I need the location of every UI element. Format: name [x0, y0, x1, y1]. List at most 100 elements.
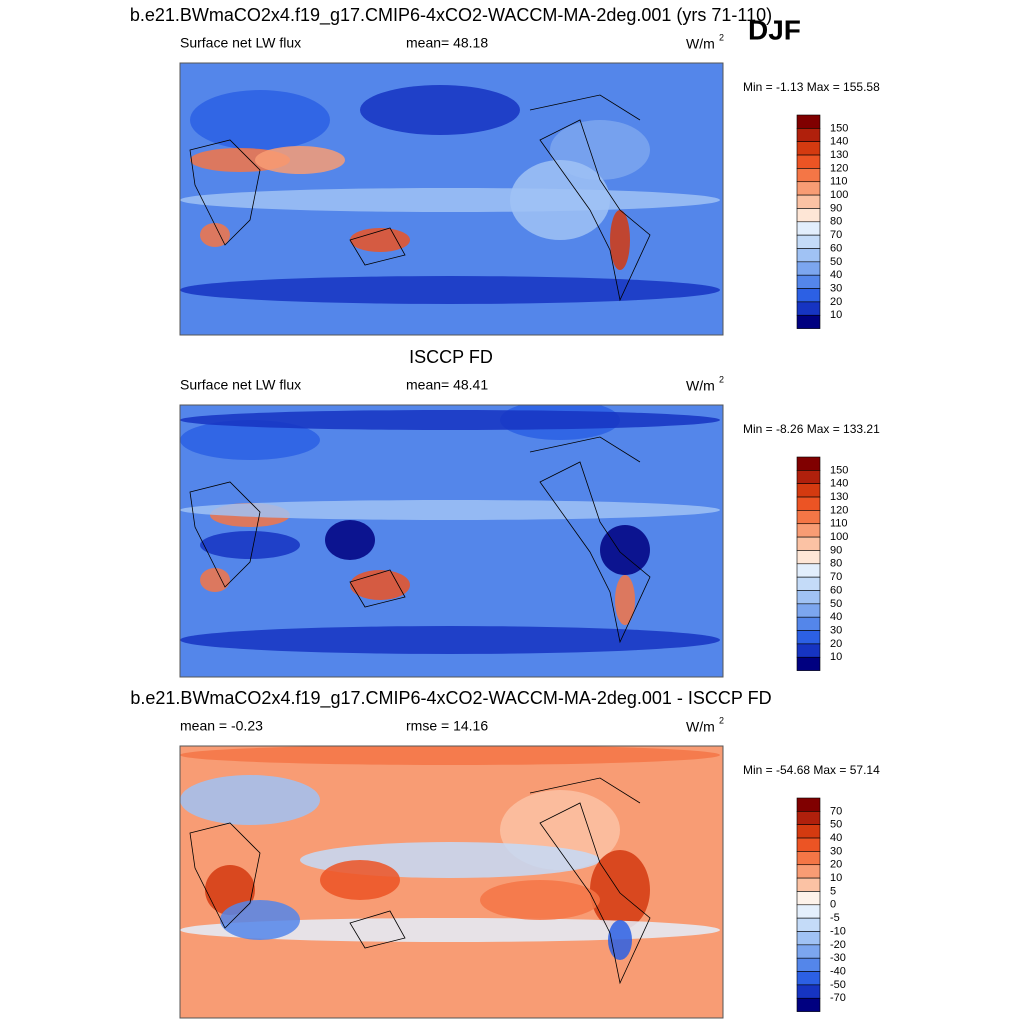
colorbar-box	[796, 496, 821, 511]
colorbar-box	[796, 837, 821, 852]
colorbar-label: 70	[830, 571, 842, 583]
coastline	[189, 94, 651, 302]
colorbar-label: 20	[830, 859, 842, 871]
field-blob	[610, 210, 630, 270]
colorbar-label: 40	[830, 832, 842, 844]
colorbar-label: -20	[830, 939, 846, 951]
colorbar-box	[796, 997, 821, 1012]
colorbar-label: 20	[830, 296, 842, 308]
colorbar-label: -50	[830, 979, 846, 991]
min-max: Min = -8.26 Max = 133.21	[743, 422, 880, 436]
map-frame	[179, 62, 724, 336]
colorbar-box	[796, 288, 821, 303]
colorbar-box	[796, 168, 821, 183]
field-blob	[615, 575, 635, 625]
colorbar-box	[796, 550, 821, 565]
field-blob	[480, 880, 600, 920]
left-label: Surface net LW flux	[180, 377, 301, 393]
colorbar-label: 110	[830, 518, 848, 530]
colorbar-box	[796, 931, 821, 946]
map-fields	[180, 85, 720, 304]
colorbar-box	[796, 261, 821, 276]
colorbar-label: 50	[830, 598, 842, 610]
colorbar-box	[796, 301, 821, 316]
colorbar-label: -40	[830, 965, 846, 977]
units-superscript: 2	[719, 32, 724, 42]
field-blob	[255, 146, 345, 174]
colorbar-box	[796, 891, 821, 906]
colorbar-label: 30	[830, 845, 842, 857]
colorbar-label: 10	[830, 872, 842, 884]
units-superscript: 2	[719, 715, 724, 725]
colorbar-box	[796, 616, 821, 631]
colorbar-label: 150	[830, 122, 848, 134]
colorbar-box	[796, 630, 821, 645]
field-blob	[180, 276, 720, 304]
colorbar-box	[796, 971, 821, 986]
field-blob	[200, 223, 230, 247]
colorbar-label: 140	[830, 478, 848, 490]
colorbar-box	[796, 221, 821, 236]
colorbar-label: -70	[830, 992, 846, 1004]
min-max: Min = -1.13 Max = 155.58	[743, 80, 880, 94]
colorbar-label: 5	[830, 885, 836, 897]
map	[179, 404, 724, 678]
panel-title: ISCCP FD	[409, 347, 493, 367]
units-superscript: 2	[719, 374, 724, 384]
colorbar-box	[796, 456, 821, 471]
colorbar-label: 10	[830, 309, 842, 321]
field-blob	[180, 988, 720, 1012]
field-blob	[350, 570, 410, 600]
center-label: mean= 48.18	[406, 35, 488, 51]
colorbar-label: -5	[830, 912, 840, 924]
colorbar-box	[796, 811, 821, 825]
colorbar-label: 150	[830, 464, 848, 476]
colorbar-box	[796, 523, 821, 538]
colorbar-label: -30	[830, 952, 846, 964]
field-blob	[200, 568, 230, 592]
panel-title: b.e21.BWmaCO2x4.f19_g17.CMIP6-4xCO2-WACC…	[130, 688, 771, 709]
colorbar-box	[796, 877, 821, 892]
colorbar-box	[796, 194, 821, 209]
field-blob	[510, 160, 610, 240]
colorbar-box	[796, 470, 821, 485]
colorbar-label: 20	[830, 638, 842, 650]
field-blob	[325, 520, 375, 560]
map-fields	[180, 746, 720, 1012]
colorbar-label: 80	[830, 216, 842, 228]
colorbar-box	[796, 563, 821, 578]
colorbar-box	[796, 536, 821, 551]
colorbar-box	[796, 234, 821, 249]
field-blob	[200, 531, 300, 559]
colorbar-box	[796, 944, 821, 959]
colorbar-label: 10	[830, 651, 842, 663]
colorbar-box	[796, 141, 821, 156]
units: W/m	[686, 719, 715, 735]
field-blob	[320, 860, 400, 900]
colorbar-box	[796, 957, 821, 972]
colorbar-label: 70	[830, 805, 842, 817]
colorbar-box	[796, 208, 821, 223]
colorbar-label: 140	[830, 136, 848, 148]
field-blob	[220, 900, 300, 940]
colorbar-box	[796, 128, 821, 143]
colorbar-box	[796, 984, 821, 999]
colorbar-label: 120	[830, 162, 848, 174]
colorbar-box	[796, 864, 821, 879]
colorbar-box	[796, 274, 821, 289]
field-blob	[180, 775, 320, 825]
field-blob	[180, 500, 720, 520]
colorbar-label: 60	[830, 584, 842, 596]
center-label: rmse = 14.16	[406, 718, 488, 734]
colorbar-label: 90	[830, 544, 842, 556]
colorbar-label: 0	[830, 899, 836, 911]
colorbar-label: 100	[830, 189, 848, 201]
season-label: DJF	[748, 14, 801, 45]
field-blob	[600, 525, 650, 575]
colorbar-label: 30	[830, 282, 842, 294]
colorbar-box	[796, 314, 821, 329]
colorbar-label: 120	[830, 504, 848, 516]
center-label: mean= 48.41	[406, 377, 488, 393]
min-max: Min = -54.68 Max = 57.14	[743, 763, 880, 777]
